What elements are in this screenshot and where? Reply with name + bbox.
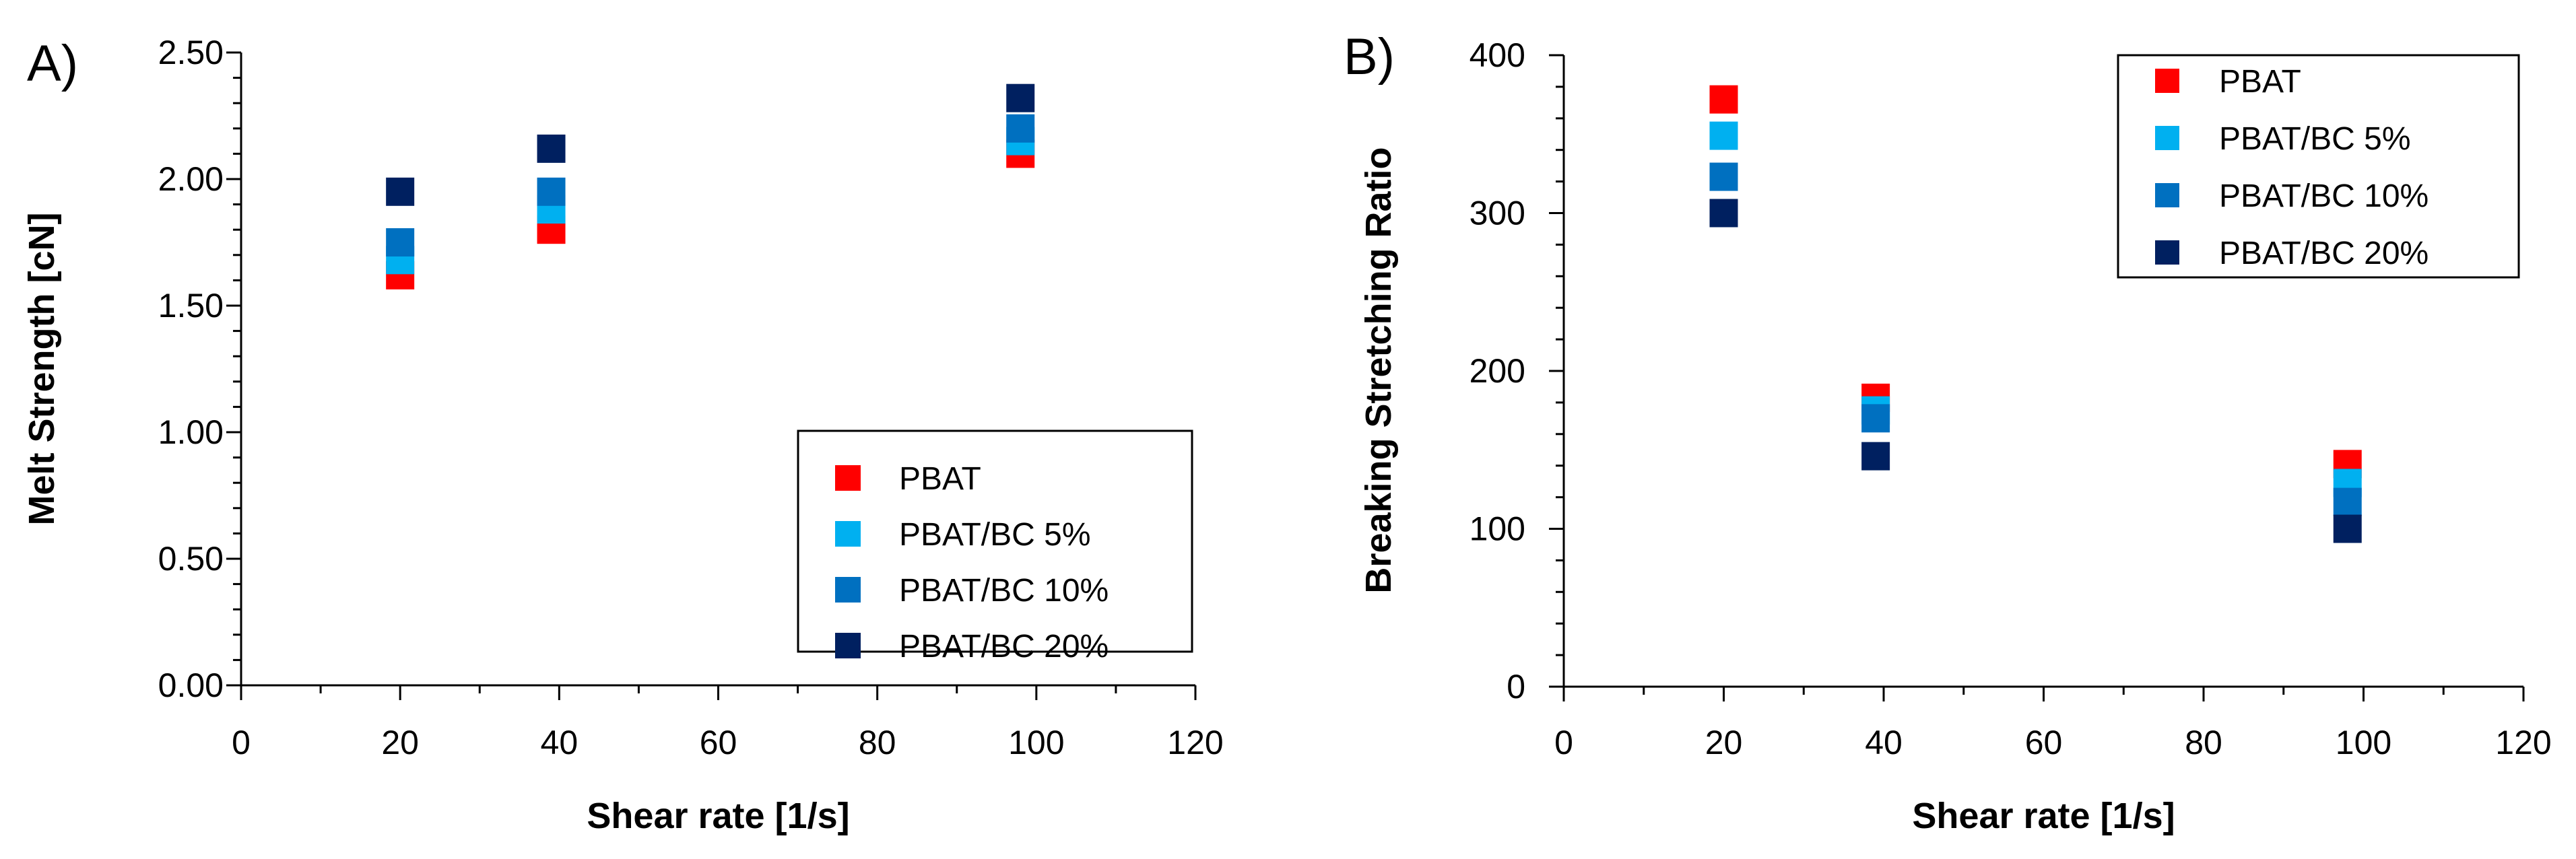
data-point-pbat-bc-10	[1861, 404, 1890, 433]
y-tick-label: 0.00	[158, 666, 224, 704]
x-tick-label: 40	[541, 724, 579, 761]
x-tick-label: 120	[1167, 724, 1223, 761]
legend-swatch	[2155, 240, 2179, 265]
legend-swatch	[2155, 69, 2179, 93]
panel-b: 0 20 40 60 80 100 120 0 100 200 300 400 Shear rate […	[1344, 28, 2552, 836]
x-tick-label: 80	[2185, 724, 2222, 761]
y-tick-label: 0.50	[158, 540, 224, 578]
y-tick-label: 2.50	[158, 34, 224, 71]
x-tick-label: 120	[2495, 724, 2551, 761]
y-tick-label: 100	[1469, 510, 1525, 548]
data-point-pbat-bc-10	[1709, 162, 1738, 191]
y-tick-label: 300	[1469, 195, 1525, 232]
x-tick-label: 100	[1008, 724, 1064, 761]
legend-entry: PBAT/BC 5%	[2219, 121, 2411, 157]
legend: PBAT PBAT/BC 5% PBAT/BC 10% PBAT/BC 20%	[797, 430, 1193, 664]
y-axis-title: Melt Strength [cN]	[22, 213, 62, 526]
x-axis-title: Shear rate [1/s]	[587, 796, 849, 836]
data-point-pbat-bc-20	[537, 134, 566, 163]
data-point-pbat-bc-20	[386, 177, 415, 206]
legend-swatch	[2155, 183, 2179, 207]
x-tick-label: 80	[859, 724, 896, 761]
legend-box	[2117, 54, 2520, 279]
panel-label: A)	[27, 35, 78, 92]
legend-entry: PBAT/BC 5%	[899, 517, 1091, 553]
y-tick-label: 1.00	[158, 413, 224, 451]
legend-entry: PBAT	[2219, 64, 2301, 100]
data-point-pbat-bc-20	[1861, 442, 1890, 471]
legend-swatch	[835, 465, 861, 491]
legend-entry: PBAT/BC 20%	[899, 629, 1109, 664]
legend-entry: PBAT	[899, 461, 981, 497]
data-point-pbat-bc-20	[1006, 83, 1035, 112]
data-point-pbat-bc-20	[2333, 514, 2362, 543]
legend: PBAT PBAT/BC 5% PBAT/BC 10% PBAT/BC 20%	[2117, 54, 2520, 279]
x-tick-label: 0	[1554, 724, 1573, 761]
x-tick-label: 100	[2336, 724, 2391, 761]
legend-swatch	[835, 633, 861, 658]
legend-swatch	[835, 577, 861, 603]
data-point-pbat-bc-10	[1006, 114, 1035, 143]
x-tick-label: 60	[2025, 724, 2063, 761]
legend-entry: PBAT/BC 10%	[899, 573, 1109, 609]
y-tick-label: 0	[1507, 668, 1525, 706]
data-point-pbat	[1709, 85, 1738, 114]
y-tick-label: 400	[1469, 36, 1525, 74]
x-tick-label: 20	[1705, 724, 1743, 761]
y-tick-label: 1.50	[158, 287, 224, 324]
data-point-pbat-bc-10	[537, 177, 566, 206]
data-point-pbat-bc-20	[1709, 199, 1738, 228]
x-axis-title: Shear rate [1/s]	[1912, 796, 2175, 836]
y-axis-title: Breaking Stretching Ratio	[1358, 147, 1399, 593]
y-tick-label: 200	[1469, 352, 1525, 390]
legend-box	[797, 430, 1193, 653]
panel-label: B)	[1344, 28, 1395, 85]
x-tick-label: 20	[381, 724, 419, 761]
panel-a: 0 20 40 60 80 100 120 0.00 0.50 1.00 1.50 2.00 2.50 S…	[22, 34, 1224, 836]
legend-swatch	[835, 521, 861, 547]
x-tick-label: 40	[1865, 724, 1903, 761]
data-point-pbat-bc-10	[386, 228, 415, 256]
legend-swatch	[2155, 126, 2179, 150]
data-point-pbat-bc-10	[2333, 487, 2362, 516]
y-tick-label: 2.00	[158, 160, 224, 198]
x-tick-label: 60	[700, 724, 737, 761]
x-tick-label: 0	[232, 724, 251, 761]
legend-entry: PBAT/BC 20%	[2219, 236, 2429, 271]
legend-entry: PBAT/BC 10%	[2219, 178, 2429, 214]
data-point-pbat-bc-5	[1709, 121, 1738, 150]
